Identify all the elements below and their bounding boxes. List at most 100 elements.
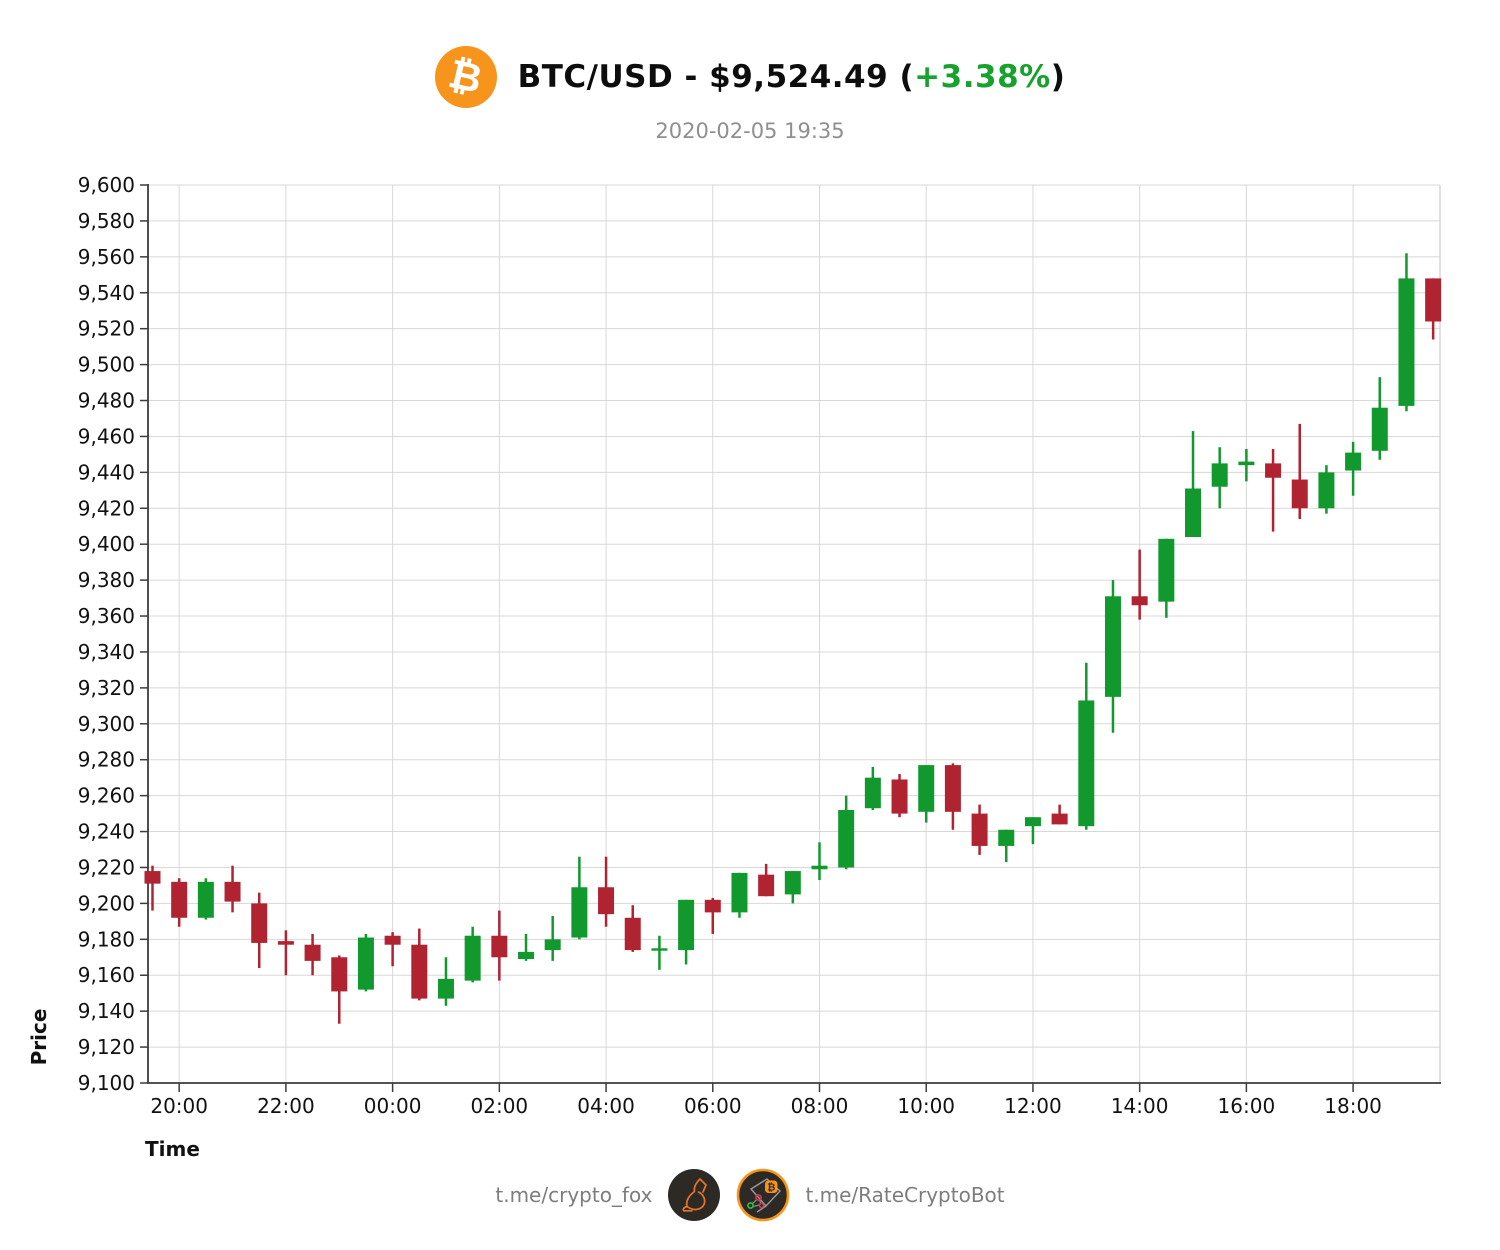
candle-13:30 — [1104, 580, 1121, 733]
candle-05:30 — [678, 899, 695, 965]
candle-15:30 — [1211, 447, 1228, 509]
x-tick-label: 08:00 — [791, 1094, 849, 1118]
y-tick-label: 9,300 — [78, 712, 135, 736]
candle-09:00 — [864, 766, 881, 811]
bitcoin-icon: ₿ — [434, 46, 497, 108]
fox-outline — [682, 1178, 708, 1212]
candle-23:30 — [357, 933, 374, 992]
candle-19:30 — [144, 865, 161, 911]
candle-17:00 — [1291, 423, 1308, 520]
candle-22:30 — [304, 933, 321, 976]
candle-09:30 — [891, 774, 908, 818]
candle-16:00 — [1238, 449, 1255, 482]
candle-04:00 — [598, 856, 615, 927]
x-tick-label: 06:00 — [684, 1094, 742, 1118]
candle-21:30 — [251, 892, 268, 969]
y-tick-label: 9,580 — [78, 209, 135, 233]
bot-bitcoin-badge — [765, 1180, 778, 1193]
x-tick-label: 02:00 — [471, 1094, 529, 1118]
y-tick-label: 9,240 — [78, 820, 135, 844]
x-axis-title: Time — [145, 1137, 200, 1161]
y-tick-label: 9,260 — [78, 784, 135, 808]
x-tick-label: 12:00 — [1004, 1094, 1062, 1118]
title-close-paren: ) — [1050, 59, 1066, 95]
candle-19:00 — [1398, 253, 1415, 412]
y-tick-label: 9,540 — [78, 281, 135, 305]
candle-14:00 — [1131, 549, 1148, 620]
x-tick-label: 18:00 — [1324, 1094, 1382, 1118]
crypto-fox-link[interactable]: t.me/crypto_fox — [495, 1183, 653, 1207]
bot-node-red — [755, 1194, 763, 1201]
candle-17:30 — [1318, 465, 1335, 514]
candle-23:00 — [331, 955, 348, 1024]
bot-node-red-small — [759, 1202, 765, 1209]
candle-03:30 — [571, 856, 588, 940]
crypto-fox-icon[interactable] — [667, 1168, 721, 1222]
y-tick-label: 9,560 — [78, 245, 135, 269]
y-tick-label: 9,440 — [78, 460, 135, 484]
candle-12:00 — [1024, 817, 1041, 845]
candle-02:00 — [491, 910, 508, 981]
candle-05:00 — [651, 935, 668, 970]
y-tick-label: 9,380 — [78, 568, 135, 592]
candle-19:30 — [1425, 278, 1442, 340]
title-symbol-price: BTC/USD - $9,524.49 ( — [517, 59, 915, 95]
candle-02:30 — [518, 933, 535, 961]
candle-10:30 — [944, 763, 961, 830]
candle-15:00 — [1185, 431, 1202, 538]
timestamp: 2020-02-05 19:35 — [655, 119, 845, 143]
bot-kite-outline — [750, 1178, 782, 1213]
candle-07:30 — [784, 871, 801, 904]
x-tick-label: 22:00 — [257, 1094, 315, 1118]
x-tick-label: 10:00 — [897, 1094, 955, 1118]
fox-icon-background — [668, 1169, 721, 1221]
y-tick-label: 9,220 — [78, 855, 135, 879]
candles — [144, 253, 1442, 1024]
x-tick-label: 04:00 — [577, 1094, 635, 1118]
candle-18:30 — [1371, 377, 1388, 460]
candle-06:00 — [704, 898, 721, 934]
candle-00:00 — [384, 932, 401, 967]
axis-labels: 9,100 9,120 9,140 9,160 9,180 9,200 9,220 9,240… — [27, 173, 1382, 1161]
y-tick-label: 9,360 — [78, 604, 135, 628]
y-tick-label: 9,500 — [78, 353, 135, 377]
x-tick-label: 20:00 — [150, 1094, 208, 1118]
candle-12:30 — [1051, 804, 1068, 825]
candle-06:30 — [731, 872, 748, 918]
bot-bitcoin-glyph: ₿ — [768, 1182, 776, 1194]
candle-11:00 — [971, 804, 988, 855]
y-tick-label: 9,280 — [78, 748, 135, 772]
y-tick-label: 9,320 — [78, 676, 135, 700]
candle-00:30 — [411, 928, 428, 1001]
gridlines — [148, 184, 1440, 1084]
y-tick-label: 9,160 — [78, 963, 135, 987]
y-axis-title: Price — [27, 1009, 51, 1066]
axes — [140, 184, 1441, 1092]
rate-crypto-bot-icon[interactable]: ₿ — [736, 1168, 790, 1222]
candle-14:30 — [1158, 538, 1175, 618]
candle-07:00 — [758, 863, 775, 897]
candle-01:00 — [437, 957, 454, 1006]
candle-03:00 — [544, 915, 561, 961]
rate-crypto-bot-link[interactable]: t.me/RateCryptoBot — [805, 1183, 1005, 1207]
candle-11:30 — [998, 829, 1015, 863]
candle-04:30 — [624, 905, 641, 952]
y-tick-label: 9,180 — [78, 927, 135, 951]
candle-16:30 — [1265, 449, 1282, 532]
candle-08:00 — [811, 842, 828, 881]
candle-10:00 — [918, 765, 935, 823]
y-tick-label: 9,480 — [78, 389, 135, 413]
y-tick-label: 9,420 — [78, 496, 135, 520]
candle-18:00 — [1345, 441, 1362, 496]
candle-13:00 — [1078, 662, 1095, 830]
y-tick-label: 9,120 — [78, 1035, 135, 1059]
chart-header: ₿ BTC/USD - $9,524.49 (+3.38%) — [0, 46, 1500, 108]
y-tick-label: 9,100 — [78, 1071, 135, 1095]
candle-20:00 — [171, 878, 188, 927]
candle-22:00 — [277, 930, 294, 976]
footer: t.me/crypto_fox ₿ t.me/RateCryptoBot — [0, 1168, 1500, 1222]
y-tick-label: 9,340 — [78, 640, 135, 664]
x-tick-label: 16:00 — [1218, 1094, 1276, 1118]
y-tick-label: 9,460 — [78, 424, 135, 448]
